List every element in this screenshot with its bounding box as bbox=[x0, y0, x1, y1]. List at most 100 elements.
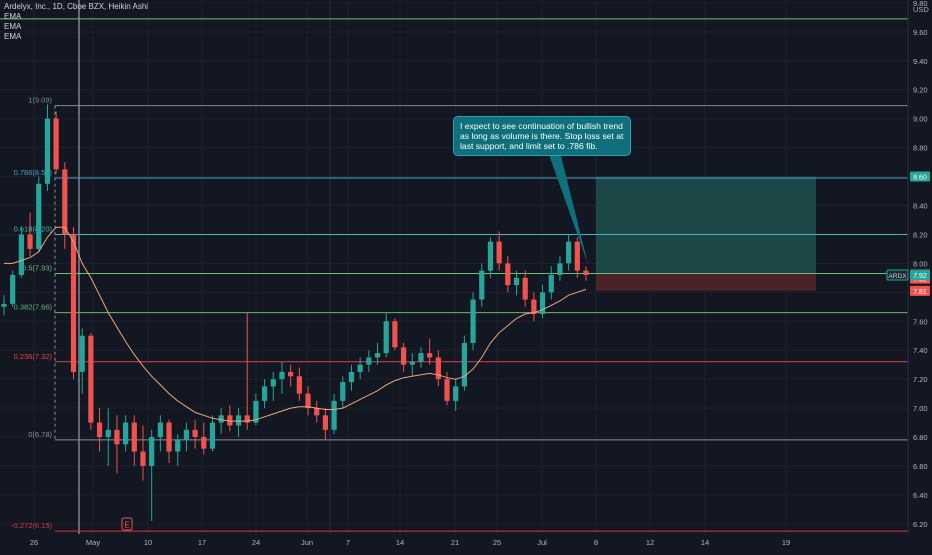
time-tick-label: 24 bbox=[252, 538, 260, 547]
candle-body[interactable] bbox=[340, 382, 346, 401]
candle-body[interactable] bbox=[453, 386, 459, 401]
candle-body[interactable] bbox=[183, 429, 190, 440]
candle-body[interactable] bbox=[253, 400, 259, 423]
candle-body[interactable] bbox=[574, 241, 580, 271]
candle-body[interactable] bbox=[192, 429, 198, 438]
candle-body[interactable] bbox=[322, 415, 329, 430]
candle-body[interactable] bbox=[209, 422, 216, 449]
price-badge bbox=[910, 285, 930, 296]
fib-level-label: 0.618(8.20) bbox=[14, 224, 53, 233]
candle-body[interactable] bbox=[166, 422, 172, 452]
candle-body[interactable] bbox=[531, 299, 537, 315]
candle-body[interactable] bbox=[261, 386, 268, 401]
candle-body[interactable] bbox=[235, 415, 242, 426]
candle-body[interactable] bbox=[149, 437, 155, 466]
profit-target-zone[interactable] bbox=[596, 176, 816, 274]
candle-body[interactable] bbox=[383, 321, 389, 354]
candle-body[interactable] bbox=[218, 415, 224, 423]
candle-body[interactable] bbox=[96, 422, 103, 438]
price-tick-label: 7.20 bbox=[913, 375, 928, 384]
candle-body[interactable] bbox=[539, 292, 546, 315]
candle-body[interactable] bbox=[1, 303, 7, 307]
fib-level-label: 0.382(7.66) bbox=[14, 303, 53, 312]
candle-body[interactable] bbox=[305, 393, 311, 409]
candle-body[interactable] bbox=[296, 376, 302, 394]
candle-body[interactable] bbox=[70, 234, 77, 372]
candle-body[interactable] bbox=[487, 241, 494, 271]
candle-body[interactable] bbox=[62, 169, 68, 235]
candle-body[interactable] bbox=[435, 357, 441, 380]
candle-body[interactable] bbox=[279, 371, 285, 380]
candle-body[interactable] bbox=[105, 429, 111, 438]
price-tick-label: 7.60 bbox=[913, 317, 928, 326]
candle-body[interactable] bbox=[566, 241, 572, 264]
candle-body[interactable] bbox=[140, 451, 146, 466]
price-badge-label: 7.92 bbox=[913, 277, 927, 284]
price-badge-label: 8.60 bbox=[913, 175, 927, 182]
annotation-pointer bbox=[548, 152, 588, 264]
candle-body[interactable] bbox=[10, 274, 16, 304]
candle-body[interactable] bbox=[27, 234, 33, 249]
earnings-marker[interactable]: E bbox=[121, 517, 133, 531]
candle-body[interactable] bbox=[314, 408, 320, 416]
candle-body[interactable] bbox=[244, 415, 250, 423]
candle-body[interactable] bbox=[400, 347, 407, 365]
candle-body[interactable] bbox=[392, 321, 398, 348]
indicator-label[interactable]: EMA bbox=[4, 12, 22, 21]
candle-body[interactable] bbox=[348, 371, 355, 383]
candle-body[interactable] bbox=[288, 371, 294, 377]
candle-body[interactable] bbox=[227, 415, 233, 426]
candle-body[interactable] bbox=[366, 357, 372, 365]
annotation-callout[interactable]: I expect to see continuation of bullish … bbox=[453, 116, 631, 156]
candle-body[interactable] bbox=[201, 437, 207, 449]
candle-body[interactable] bbox=[88, 335, 94, 423]
candle-body[interactable] bbox=[331, 400, 337, 430]
candle-body[interactable] bbox=[374, 353, 381, 358]
candle-body[interactable] bbox=[157, 422, 163, 438]
candle-body[interactable] bbox=[583, 270, 589, 275]
candle-body[interactable] bbox=[513, 277, 520, 286]
candle-body[interactable] bbox=[479, 270, 485, 300]
candle-body[interactable] bbox=[123, 422, 129, 445]
fib-level-label: 0.236(7.32) bbox=[14, 352, 53, 361]
candle-body[interactable] bbox=[427, 353, 433, 358]
candle-body[interactable] bbox=[36, 183, 42, 249]
candle-body[interactable] bbox=[409, 361, 415, 365]
price-badge bbox=[910, 171, 930, 182]
indicator-label[interactable]: EMA bbox=[4, 22, 22, 31]
symbol-badge[interactable] bbox=[886, 269, 909, 281]
price-tick-label: 9.80 bbox=[913, 0, 928, 8]
candle-body[interactable] bbox=[175, 439, 181, 452]
price-badge bbox=[910, 269, 930, 280]
candle-body[interactable] bbox=[114, 429, 120, 445]
price-tick-label: 7.00 bbox=[913, 404, 928, 413]
candle-body[interactable] bbox=[53, 118, 59, 170]
candle-body[interactable] bbox=[418, 353, 424, 362]
price-badge-label: 7.81 bbox=[913, 289, 927, 296]
stop-loss-zone[interactable] bbox=[596, 273, 816, 291]
candle-body[interactable] bbox=[270, 379, 276, 387]
candle-body[interactable] bbox=[44, 118, 51, 184]
candle-body[interactable] bbox=[444, 379, 450, 401]
ema-line[interactable] bbox=[4, 226, 587, 422]
time-tick-label: 8 bbox=[594, 538, 598, 547]
candle-body[interactable] bbox=[461, 342, 467, 387]
time-tick-label: 25 bbox=[493, 538, 501, 547]
candle-body[interactable] bbox=[548, 274, 554, 293]
candle-body[interactable] bbox=[18, 234, 24, 275]
time-tick-label: Jun bbox=[301, 538, 313, 547]
candle-body[interactable] bbox=[79, 335, 85, 372]
candle-body[interactable] bbox=[496, 241, 502, 264]
candle-body[interactable] bbox=[357, 364, 363, 372]
price-tick-label: 9.60 bbox=[913, 28, 928, 37]
candle-body[interactable] bbox=[557, 263, 563, 275]
candle-body[interactable] bbox=[470, 299, 476, 343]
price-tick-label: 8.00 bbox=[913, 259, 928, 268]
indicator-label[interactable]: EMA bbox=[4, 32, 22, 41]
time-tick-label: May bbox=[86, 538, 100, 547]
candle-body[interactable] bbox=[522, 277, 528, 300]
candle-body[interactable] bbox=[505, 263, 511, 286]
candle-body[interactable] bbox=[131, 422, 137, 452]
